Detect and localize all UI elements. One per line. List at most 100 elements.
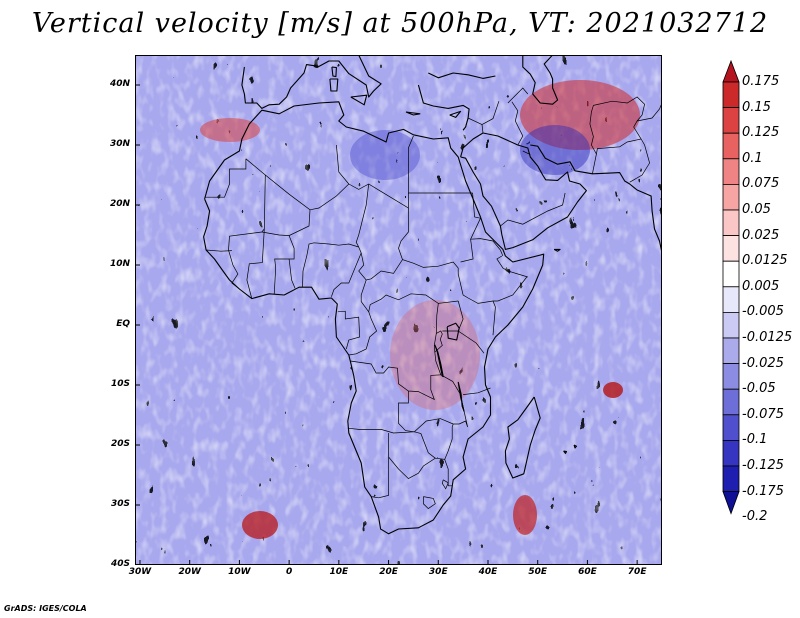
colorbar-level-label: 0.025 xyxy=(742,227,780,243)
colorbar-level-label: 0.1 xyxy=(742,150,763,166)
coast-reunion xyxy=(563,450,568,454)
lon-tick-label: 70E xyxy=(627,567,647,577)
chart-title: Vertical velocity [m/s] at 500hPa, VT: 2… xyxy=(31,8,769,39)
lat-tick-label: EQ xyxy=(116,319,130,329)
border-line xyxy=(457,300,485,354)
colorbar-bottom-arrow xyxy=(722,491,740,515)
colorbar-swatch xyxy=(722,158,740,185)
lat-tick-label: 40N xyxy=(109,79,130,89)
border-line xyxy=(350,303,442,401)
lon-tick-label: 40E xyxy=(478,567,498,577)
border-line xyxy=(507,87,529,104)
colorbar-swatch xyxy=(722,81,740,109)
colorbar-level-label: 0.15 xyxy=(742,99,771,115)
border-line xyxy=(593,96,645,155)
lon-tick-label: 20W xyxy=(178,567,201,577)
coast-crete xyxy=(405,111,421,116)
coast-madagascar xyxy=(504,396,541,479)
border-line xyxy=(265,135,414,211)
colorbar-swatch xyxy=(722,286,740,313)
border-line xyxy=(470,238,504,257)
colorbar-level-label: 0.175 xyxy=(742,74,780,89)
border-line xyxy=(398,208,528,304)
country-borders xyxy=(204,87,662,510)
colorbar-level-label: -0.2 xyxy=(742,509,768,525)
border-line xyxy=(442,330,459,332)
colorbar-level-label: 0.05 xyxy=(742,202,771,217)
vertical-velocity-map xyxy=(135,55,662,565)
lon-tick-label: 30E xyxy=(428,567,448,577)
colorbar-level-label: 0.125 xyxy=(742,125,780,141)
colorbar-swatch xyxy=(722,184,740,211)
lat-tick-label: 30S xyxy=(110,499,130,509)
colorbar-level-label: 0.0125 xyxy=(742,253,788,269)
map-frame xyxy=(135,55,662,565)
coast-blacksea xyxy=(428,72,496,79)
lat-tick-label: 10S xyxy=(110,379,130,389)
colorbar-swatch xyxy=(722,337,740,365)
border-line xyxy=(371,433,389,499)
border-line xyxy=(522,150,531,155)
colorbar-level-label: -0.075 xyxy=(742,406,784,422)
border-line xyxy=(337,310,361,350)
border-line xyxy=(398,391,415,433)
map-tick-marks xyxy=(135,84,638,565)
colorbar-level-label: 0.005 xyxy=(742,278,780,294)
border-line xyxy=(204,158,247,198)
colorbar-swatch xyxy=(722,132,740,160)
coast-sicily xyxy=(350,94,368,106)
border-line xyxy=(302,242,359,288)
lat-tick-label: 20S xyxy=(110,439,130,449)
coast-corsica xyxy=(331,66,337,78)
grads-credit: GrADS: IGES/COLA xyxy=(4,604,87,613)
colorbar-swatch xyxy=(722,465,740,493)
border-line xyxy=(444,459,453,487)
border-line xyxy=(336,144,350,185)
colorbar-top-arrow xyxy=(722,60,740,83)
lon-tick-label: 10W xyxy=(228,567,251,577)
coast-gulf_iran xyxy=(530,144,662,254)
colorbar-level-label: -0.125 xyxy=(742,458,784,473)
coast-sardinia xyxy=(329,78,339,92)
colorbar-swatch xyxy=(722,209,740,237)
lon-tick-label: 20E xyxy=(379,567,398,577)
coast-socotra xyxy=(553,248,561,252)
colorbar-level-label: -0.025 xyxy=(742,355,784,371)
border-line xyxy=(355,183,403,281)
lon-tick-label: 30W xyxy=(128,567,152,577)
border-line xyxy=(500,192,566,227)
coast-mauritius xyxy=(573,444,578,449)
border-line xyxy=(246,228,265,299)
border-line xyxy=(481,101,500,134)
colorbar-swatch xyxy=(722,414,740,441)
border-line xyxy=(460,192,482,263)
colorbar-swatch xyxy=(722,388,740,416)
strong-updraft-areas xyxy=(200,80,640,539)
border-line xyxy=(414,431,436,459)
border-line xyxy=(441,479,449,490)
border-line xyxy=(465,117,483,128)
border-line xyxy=(331,252,362,297)
coast-arabia xyxy=(460,132,587,250)
lat-tick-label: 10N xyxy=(109,259,130,269)
colorbar-swatch xyxy=(722,311,740,339)
colorbar-swatch xyxy=(722,439,740,467)
coast-europe xyxy=(241,55,382,109)
border-line xyxy=(273,235,295,295)
colorbar xyxy=(722,60,740,515)
lat-tick-label: 40S xyxy=(110,559,130,569)
colorbar-swatch xyxy=(722,363,740,390)
border-line xyxy=(348,311,378,356)
border-line xyxy=(288,258,296,289)
coast-cyprus xyxy=(449,110,462,118)
colorbar-swatch xyxy=(722,260,740,288)
colorbar-swatch xyxy=(722,107,740,134)
lon-tick-label: 50E xyxy=(528,567,548,577)
colorbar-level-label: -0.005 xyxy=(742,304,784,320)
lat-tick-label: 30N xyxy=(109,139,130,149)
colorbar-level-label: 0.075 xyxy=(742,176,780,192)
lon-tick-label: 60E xyxy=(578,567,597,577)
coast-lakevic xyxy=(446,322,460,341)
colorbar-swatch xyxy=(722,235,740,262)
coastlines xyxy=(203,55,662,535)
